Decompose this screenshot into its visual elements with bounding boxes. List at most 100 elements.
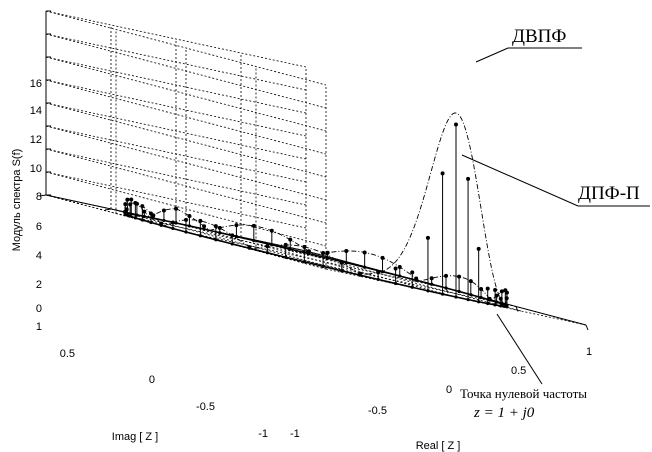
dft-stem-marker	[468, 279, 473, 284]
unit-circle-sample-point	[162, 218, 166, 223]
unit-circle-sample-point	[326, 256, 330, 260]
dft-stem-marker	[494, 293, 499, 298]
y-tick-mark	[104, 208, 112, 211]
dft-stem-marker	[397, 265, 402, 270]
side-wall-grid-line	[45, 125, 307, 183]
dft-stem-marker	[230, 233, 235, 238]
unit-circle-sample-point	[234, 234, 239, 239]
unit-circle-sample-point	[469, 293, 473, 297]
unit-circle-sample-point	[247, 246, 252, 250]
dft-stem-marker	[321, 251, 326, 256]
floor-grid-line	[175, 222, 457, 298]
zero-freq-formula: z = 1 + j0	[473, 405, 535, 421]
y-tick: -1	[258, 428, 268, 440]
dft-callout-line	[461, 154, 579, 207]
back-wall-grid-line	[45, 33, 327, 109]
dft-stem-marker	[306, 249, 311, 254]
unit-circle-sample-point	[265, 251, 269, 255]
unit-circle-sample-point	[302, 260, 306, 264]
unit-circle-sample-point	[321, 264, 325, 268]
z-tick: 10	[30, 163, 42, 175]
x-tick: 0.5	[511, 365, 526, 377]
z-tick: 2	[36, 279, 42, 291]
unit-circle-sample-point	[288, 247, 292, 251]
back-wall-grid-line	[45, 102, 327, 178]
side-wall-grid-line	[45, 33, 307, 91]
dft-stem-marker	[217, 225, 222, 230]
unit-circle-sample-point	[218, 231, 222, 235]
unit-circle-sample-point	[135, 213, 139, 217]
dft-stem-marker	[265, 244, 270, 249]
unit-circle-sample-point	[454, 295, 458, 299]
dft-stem-marker	[140, 204, 145, 209]
side-wall-grid-line	[45, 56, 307, 114]
unit-circle-sample-point	[398, 274, 402, 278]
unit-circle-sample-point	[486, 301, 490, 306]
side-wall-grid-line	[45, 171, 307, 229]
unit-circle-sample-point	[426, 289, 430, 293]
unit-circle-sample-point	[466, 297, 470, 302]
unit-circle-sample-point	[187, 224, 192, 228]
unit-circle-sample-point	[140, 218, 144, 222]
dft-stem-marker	[466, 176, 471, 181]
dft-stem-marker	[504, 290, 509, 295]
unit-circle-sample-point	[430, 282, 434, 286]
unit-circle-sample-point	[414, 278, 418, 282]
dft-stem-marker	[493, 287, 498, 292]
z-tick: 12	[30, 134, 42, 146]
unit-circle-sample-point	[270, 243, 274, 247]
unit-circle-sample-point	[159, 223, 163, 227]
dft-stem-marker	[269, 228, 274, 233]
zero-freq-callout-line	[496, 313, 543, 385]
unit-circle-sample-point	[410, 285, 414, 289]
unit-circle-sample-point	[214, 238, 218, 242]
unit-circle-sample-point	[493, 303, 497, 307]
dft-stem-marker	[429, 276, 434, 281]
back-wall-grid-line	[45, 79, 327, 155]
unit-circle-sample-point	[444, 286, 448, 290]
side-wall-grid-line	[45, 148, 307, 206]
dft-stem-marker	[251, 223, 256, 228]
x-tick: 1	[586, 346, 592, 358]
z-tick: 8	[36, 191, 42, 203]
dft-stem-marker	[485, 286, 490, 291]
unit-circle-sample-point	[171, 226, 175, 231]
x-axis-label: Real [ Z ]	[416, 440, 461, 452]
dft-stem-marker	[376, 270, 381, 275]
y-tick: 0	[149, 374, 155, 386]
unit-circle-sample-point	[129, 212, 133, 216]
x-tick-mark	[515, 306, 519, 312]
unit-circle-sample-point	[133, 216, 137, 220]
dft-stem-marker	[380, 255, 385, 260]
unit-circle-sample-point	[344, 261, 348, 265]
z-tick: 14	[30, 105, 42, 117]
dft-stem-marker	[234, 223, 239, 228]
unit-circle-sample-point	[488, 298, 492, 302]
dft-stem-marker	[288, 237, 293, 242]
unit-circle-sample-point	[440, 292, 445, 296]
unit-circle-sample-point	[376, 277, 380, 282]
z-tick: 6	[36, 221, 42, 233]
unit-circle-sample-point	[184, 230, 188, 234]
unit-circle-sample-point	[202, 227, 206, 231]
unit-circle-sample-point	[358, 273, 362, 277]
x-tick: -1	[290, 428, 300, 440]
unit-circle-sample-point	[340, 269, 344, 273]
dft-stem-marker	[325, 250, 330, 255]
dft-stem-marker	[393, 266, 398, 271]
tick-labels: 0 2 4 6 8 10 12 14 16 1 0.5 0 -0.5 -1 -1…	[30, 78, 592, 440]
dtft-envelope-line	[124, 112, 508, 306]
y-tick: 0.5	[60, 348, 75, 360]
back-wall-grid-line	[45, 10, 327, 86]
dft-stem-marker	[344, 248, 349, 253]
unit-circle-sample-point	[479, 295, 483, 300]
back-wall-grid-line	[45, 125, 327, 201]
dft-stem-marker	[440, 171, 445, 176]
dft-stem-marker	[213, 224, 218, 229]
dft-stem-marker	[134, 201, 139, 206]
z-tick: 16	[30, 78, 42, 90]
dft-stem-marker	[457, 274, 462, 279]
dft-stem-marker	[161, 208, 166, 213]
dft-stem-marker	[479, 286, 484, 291]
